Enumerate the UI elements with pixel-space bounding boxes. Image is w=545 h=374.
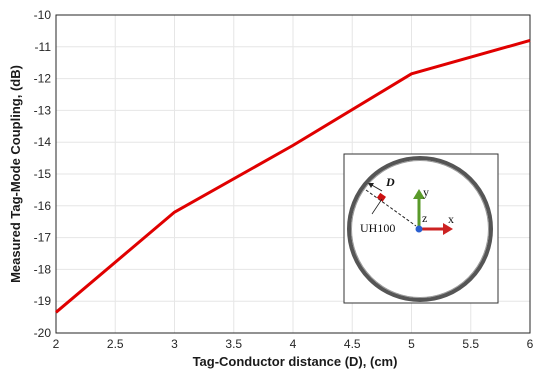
z-axis-marker-label: z (422, 211, 427, 225)
y-tick-label: -12 (34, 72, 52, 86)
y-tick-label: -16 (34, 199, 52, 213)
conductor-ring (347, 156, 493, 302)
plot-frame (55, 14, 531, 334)
x-tick-label: 2 (53, 337, 60, 351)
series-layer (55, 38, 531, 314)
x-tick-label: 3.5 (225, 337, 242, 351)
x-tick-label: 6 (527, 337, 534, 351)
y-axis-arrowhead (413, 189, 425, 199)
y-tick-label: -10 (34, 8, 52, 22)
y-tick-label: -14 (34, 135, 52, 149)
distance-dashed-line (365, 189, 417, 227)
distance-arrowhead (368, 183, 374, 188)
series-line (55, 38, 531, 314)
x-axis-arrowhead (443, 223, 453, 235)
conductor-ring-inner (351, 160, 489, 298)
y-tick-label: -11 (35, 40, 52, 54)
tag-label: UH100 (360, 221, 395, 235)
y-tick-label: -15 (34, 167, 52, 181)
y-tick-label: -13 (34, 103, 52, 117)
z-axis-dot (415, 225, 423, 233)
y-tick-label: -17 (34, 231, 52, 245)
tag-marker (376, 192, 386, 202)
x-axis-marker-label: x (448, 212, 454, 226)
inset-diagram: D UH100 y x z (343, 153, 499, 304)
y-tick-label: -20 (34, 326, 52, 340)
x-tick-label: 2.5 (107, 337, 124, 351)
x-tick-label: 5.5 (462, 337, 479, 351)
y-tick-label: -18 (34, 262, 52, 276)
y-axis-label: Measured Tag-Mode Coupling, (dB) (8, 65, 23, 283)
x-tick-label: 3 (171, 337, 178, 351)
y-axis-marker-label: y (423, 185, 429, 199)
distance-label: D (385, 175, 395, 189)
y-tick-label: -19 (34, 294, 52, 308)
x-axis-ticks: 2 2.5 3 3.5 4 4.5 5 5.5 6 (53, 337, 534, 351)
y-axis-ticks: -10 -11 -12 -13 -14 -15 -16 -17 -18 -19 -20 (34, 8, 52, 340)
x-tick-label: 4.5 (344, 337, 361, 351)
x-tick-label: 5 (408, 337, 415, 351)
grid (55, 14, 531, 334)
x-axis-label: Tag-Conductor distance (D), (cm) (193, 354, 398, 369)
x-tick-label: 4 (290, 337, 297, 351)
tag-leader-line (371, 198, 383, 215)
